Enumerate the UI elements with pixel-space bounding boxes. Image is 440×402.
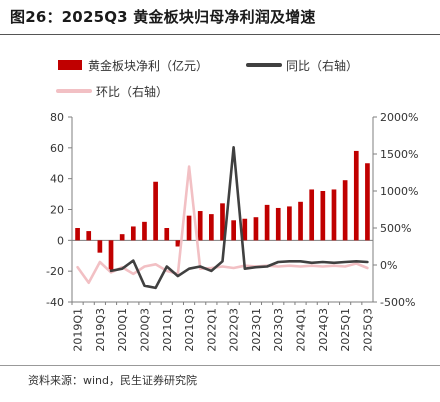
- x-tick-label: 2021Q3: [183, 308, 196, 352]
- bar: [197, 211, 203, 241]
- bar: [275, 207, 281, 241]
- x-tick-label: 2022Q1: [205, 308, 218, 352]
- chart: 黄金板块净利（亿元） 同比（右轴） 环比（右轴） -40 -20 0 20 40 60 80 -5…: [46, 58, 418, 352]
- left-tick-label: 20: [50, 204, 64, 217]
- right-tick-label: -500%: [380, 296, 415, 309]
- bar: [164, 228, 170, 241]
- bar: [320, 191, 326, 241]
- bar: [242, 218, 248, 241]
- bar: [108, 240, 114, 272]
- x-tick-label: 2021Q1: [161, 308, 174, 352]
- bar: [287, 206, 292, 241]
- bar: [97, 240, 103, 253]
- bar: [153, 181, 158, 241]
- bar: [342, 180, 348, 241]
- bar: [186, 215, 192, 241]
- line-series: [76, 146, 369, 290]
- right-tick-label: 2000%: [380, 111, 418, 124]
- bar: [309, 189, 315, 241]
- bar-series: [75, 150, 370, 272]
- right-tick-label: 1000%: [380, 185, 418, 198]
- x-tick-label: 2024Q1: [295, 308, 308, 352]
- axes: -40 -20 0 20 40 60 80 -500% 0% 500% 1000% 1500% 2000…: [46, 111, 418, 352]
- x-tick-label: 2025Q3: [361, 308, 374, 352]
- chart-title: 图26：2025Q3 黄金板块归母净利润及增速: [10, 8, 316, 26]
- bar: [209, 214, 214, 241]
- legend-label: 同比（右轴）: [286, 58, 358, 73]
- right-tick-label: 0%: [380, 259, 397, 272]
- x-tick-label: 2023Q3: [272, 308, 285, 352]
- title-divider: [0, 34, 440, 35]
- right-tick-label: 500%: [380, 222, 411, 235]
- bar: [231, 220, 236, 241]
- bar: [75, 228, 80, 241]
- x-tick-label: 2020Q3: [138, 308, 151, 352]
- bar: [365, 163, 370, 241]
- legend: 黄金板块净利（亿元） 同比（右轴） 环比（右轴）: [56, 58, 358, 99]
- source-divider: [0, 365, 440, 366]
- x-tick-label: 2024Q3: [317, 308, 330, 352]
- bar: [119, 234, 125, 241]
- left-tick-label: -20: [46, 265, 64, 278]
- bar: [142, 221, 147, 241]
- x-tick-label: 2019Q1: [72, 308, 85, 352]
- x-tick-label: 2020Q1: [116, 308, 129, 352]
- left-tick-label: -40: [46, 296, 64, 309]
- left-tick-label: 80: [50, 111, 64, 124]
- bar: [130, 226, 136, 241]
- x-tick-label: 2019Q3: [94, 308, 107, 352]
- x-tick-label: 2025Q1: [339, 308, 352, 352]
- bar: [353, 150, 359, 241]
- bar: [264, 204, 270, 241]
- bar: [253, 217, 259, 241]
- qoq-line: [76, 165, 369, 285]
- left-tick-label: 40: [50, 173, 64, 186]
- right-tick-label: 1500%: [380, 148, 418, 161]
- x-tick-label: 2022Q3: [228, 308, 241, 352]
- x-tick-label: 2023Q1: [250, 308, 263, 352]
- bar: [220, 203, 225, 241]
- legend-label: 环比（右轴）: [96, 84, 168, 99]
- left-tick-label: 0: [57, 234, 64, 247]
- legend-swatch-bar: [58, 60, 82, 70]
- bar: [298, 201, 303, 241]
- source-note: 资料来源：wind，民生证券研究院: [28, 374, 198, 387]
- bar: [175, 240, 181, 247]
- yoy-line: [109, 146, 369, 290]
- bar: [86, 231, 92, 241]
- bar: [331, 189, 337, 241]
- legend-label: 黄金板块净利（亿元）: [88, 58, 208, 73]
- left-tick-label: 60: [50, 142, 64, 155]
